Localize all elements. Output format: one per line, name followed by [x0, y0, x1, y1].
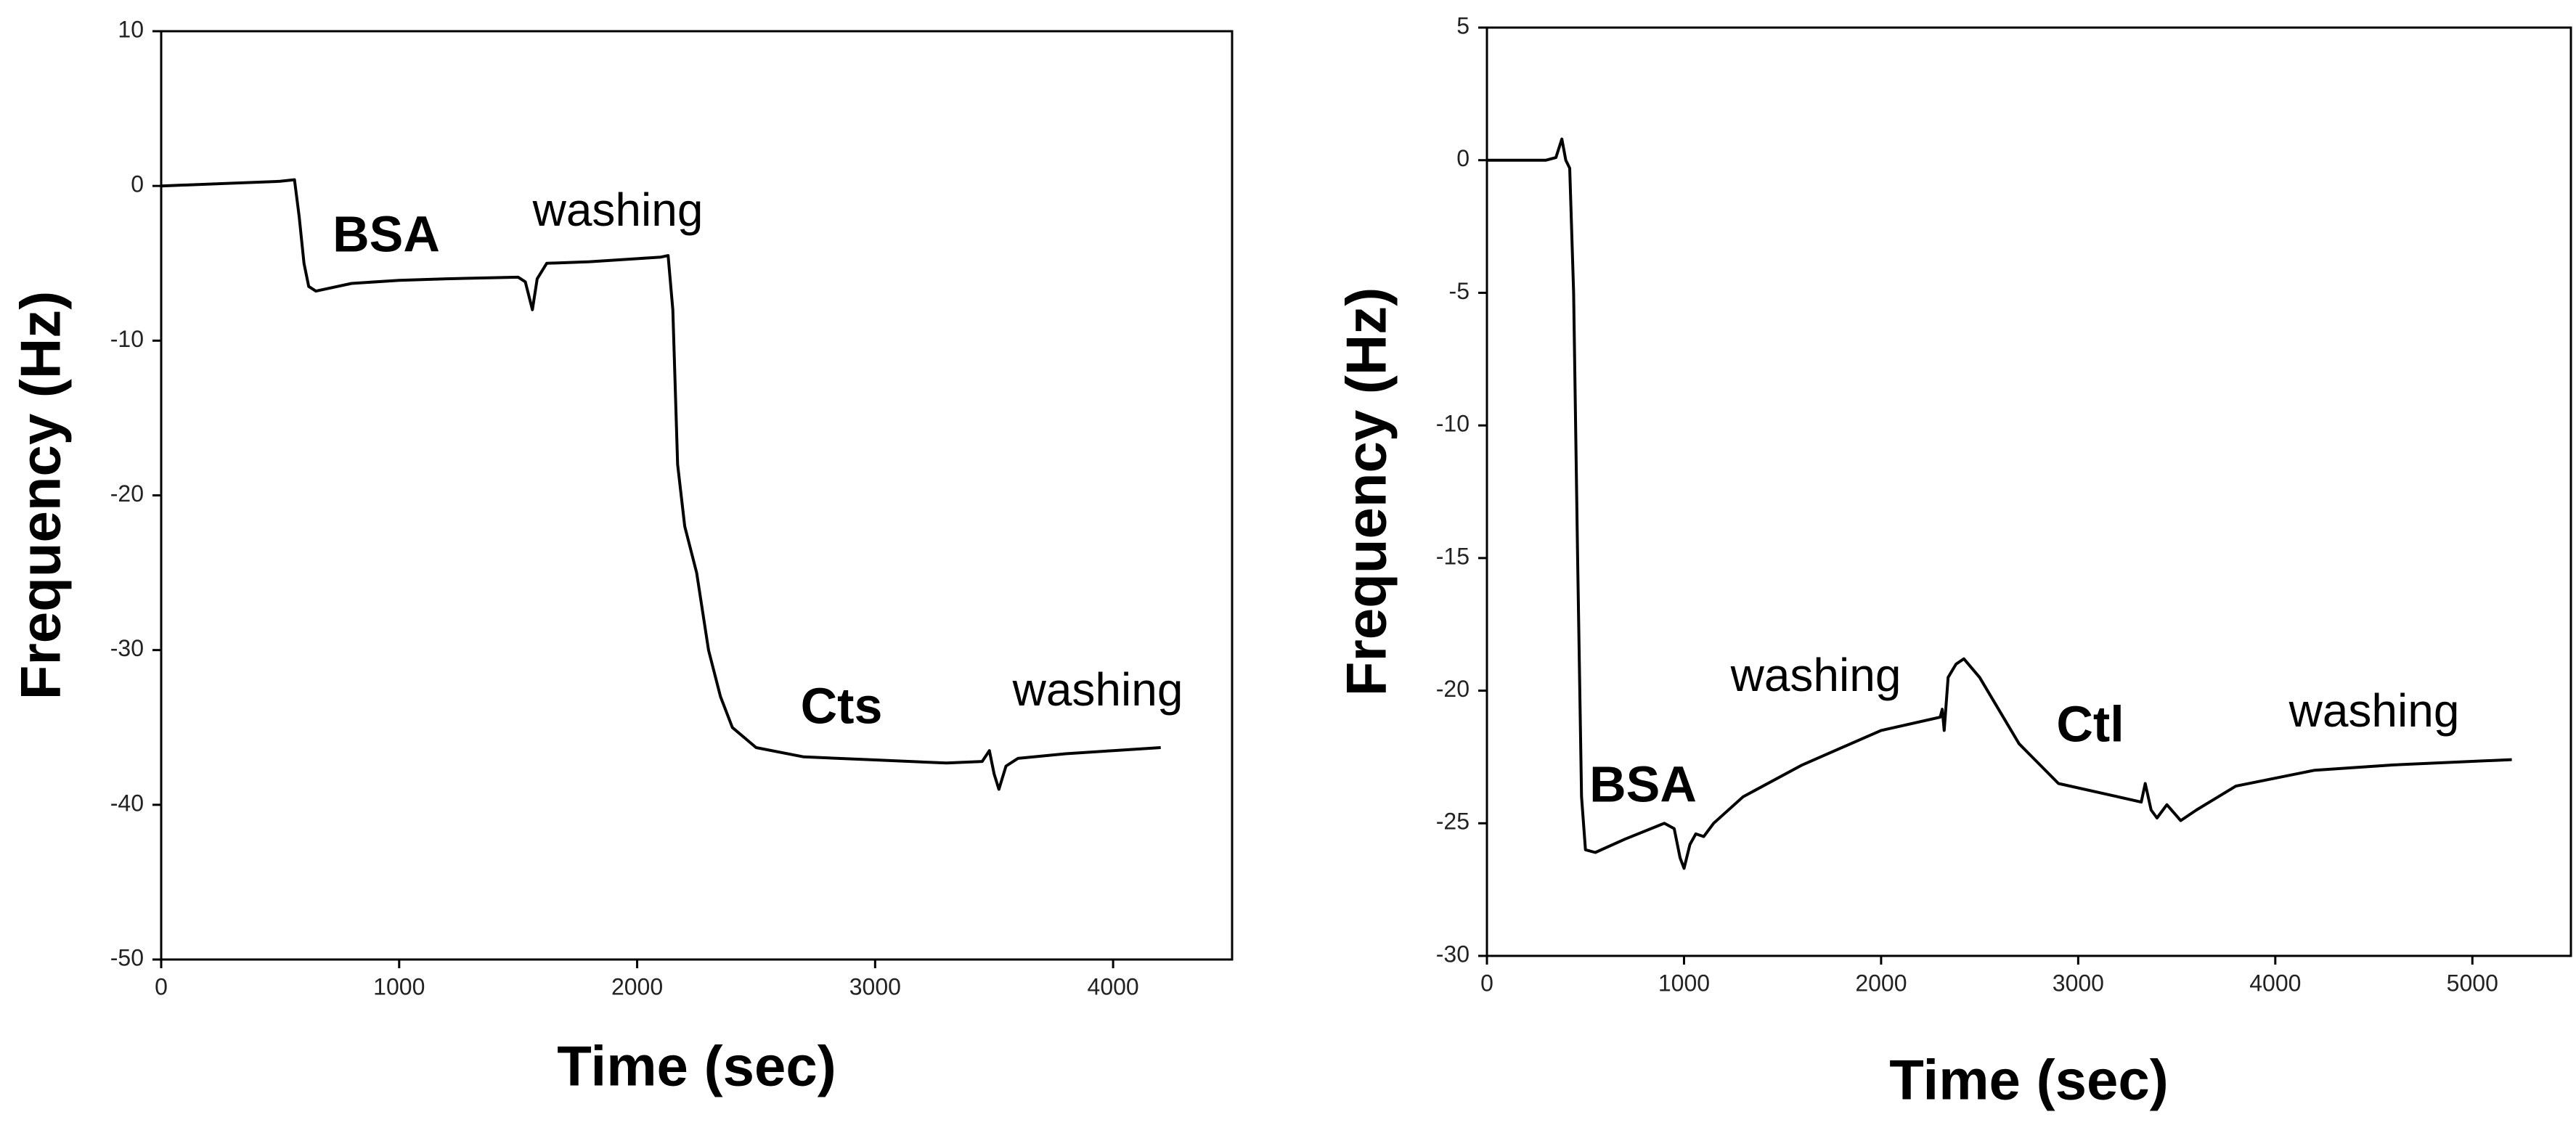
x-tick-label: 2000 — [611, 973, 663, 999]
plot-frame — [1485, 26, 2572, 957]
annotation: washing — [1012, 663, 1183, 716]
x-axis-title: Time (sec) — [1889, 1048, 2168, 1112]
annotation: BSA — [1589, 756, 1697, 812]
data-line — [160, 178, 1161, 791]
y-tick-label: 10 — [118, 16, 144, 42]
y-tick-label: -5 — [1449, 278, 1470, 304]
x-tick-label: 5000 — [2447, 970, 2498, 996]
x-tick-label: 0 — [155, 973, 168, 999]
annotation: Ctl — [2056, 695, 2124, 752]
annotation: washing — [1730, 649, 1902, 701]
y-tick-label: -30 — [1436, 941, 1470, 967]
y-tick-label: 0 — [131, 171, 144, 197]
annotation: BSA — [333, 205, 440, 262]
y-tick-label: -25 — [1436, 809, 1470, 835]
x-tick-label: 2000 — [1855, 970, 1907, 996]
x-tick-label: 4000 — [2249, 970, 2301, 996]
y-axis-title: Frequency (Hz) — [1334, 287, 1398, 696]
y-tick-label: -10 — [110, 326, 144, 352]
y-tick-label: -50 — [110, 944, 144, 970]
y-tick-label: -20 — [1436, 676, 1470, 702]
x-axis-title: Time (sec) — [557, 1034, 836, 1098]
annotation: washing — [532, 184, 704, 236]
x-tick-label: 0 — [1480, 970, 1493, 996]
plot-frame — [160, 30, 1234, 961]
x-tick-label: 1000 — [373, 973, 425, 999]
annotation: Cts — [801, 677, 883, 734]
y-tick-label: -20 — [110, 480, 144, 507]
y-tick-label: 0 — [1456, 145, 1470, 171]
x-tick-label: 4000 — [1088, 973, 1139, 999]
y-tick-label: -40 — [110, 790, 144, 816]
data-line — [1487, 137, 2512, 870]
x-tick-label: 3000 — [849, 973, 901, 999]
x-tick-label: 1000 — [1658, 970, 1710, 996]
y-tick-label: -30 — [110, 635, 144, 661]
y-tick-label: -10 — [1436, 411, 1470, 437]
y-axis-title: Frequency (Hz) — [9, 291, 73, 700]
x-tick-label: 3000 — [2053, 970, 2104, 996]
y-tick-label: -15 — [1436, 543, 1470, 569]
y-tick-label: 5 — [1456, 12, 1470, 38]
annotation: washing — [2288, 684, 2460, 737]
